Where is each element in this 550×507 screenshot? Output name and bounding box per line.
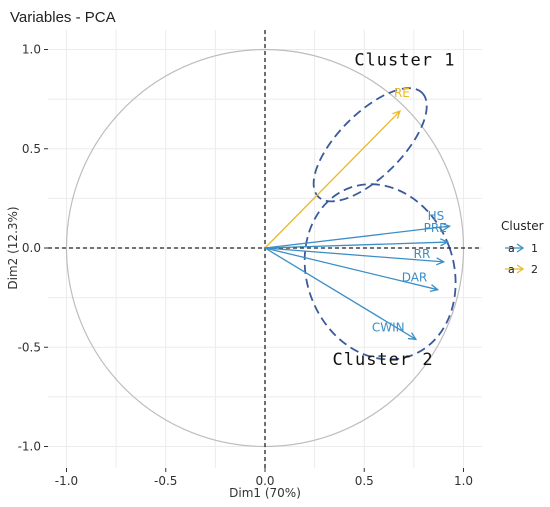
arrowhead-cwin bbox=[407, 332, 418, 341]
arrow-dar bbox=[264, 247, 438, 291]
y-axis-ticks: -1.0 -0.5 0.0 0.5 1.0 bbox=[18, 43, 48, 454]
label-cwin: CWIN bbox=[372, 320, 405, 334]
cluster-annotation-1: Cluster 1 bbox=[354, 50, 455, 70]
x-axis-label: Dim1 (70%) bbox=[229, 486, 301, 500]
legend-key-glyph: a bbox=[508, 263, 515, 276]
x-axis-ticks: -1.0 -0.5 0.0 0.5 1.0 bbox=[55, 468, 473, 488]
arrowhead-re bbox=[392, 109, 402, 119]
legend-title: Cluster bbox=[501, 219, 544, 233]
x-tick-label: -0.5 bbox=[154, 474, 177, 488]
chart-title: Variables - PCA bbox=[10, 9, 116, 26]
label-re: RE bbox=[394, 86, 410, 100]
label-dar: DAR bbox=[402, 271, 428, 285]
y-tick-label: 0.5 bbox=[22, 142, 41, 156]
cluster-annotation-2: Cluster 2 bbox=[332, 350, 433, 370]
arrowhead-rr bbox=[435, 257, 446, 266]
legend-label: 1 bbox=[531, 242, 538, 255]
variable-arrows bbox=[264, 109, 452, 341]
cluster-ellipse-2 bbox=[303, 183, 457, 361]
legend-key-arrowhead bbox=[516, 264, 525, 274]
y-axis-label: Dim2 (12.3%) bbox=[6, 206, 20, 289]
x-tick-label: 0.5 bbox=[355, 474, 374, 488]
label-pre: PRE bbox=[424, 221, 447, 235]
arrowhead-hs bbox=[441, 222, 452, 232]
arrowhead-dar bbox=[429, 284, 440, 293]
arrow-re bbox=[264, 110, 401, 249]
y-tick-label: -1.0 bbox=[18, 440, 41, 454]
arrow-hs bbox=[264, 225, 450, 249]
legend-key-glyph: a bbox=[508, 242, 515, 255]
arrowhead-pre bbox=[440, 238, 450, 247]
x-tick-label: -1.0 bbox=[55, 474, 78, 488]
arrow-rr bbox=[264, 247, 444, 263]
cluster-annotations: Cluster 1 Cluster 2 bbox=[332, 50, 455, 370]
cluster-ellipses bbox=[303, 87, 457, 361]
label-rr: RR bbox=[414, 247, 431, 261]
x-tick-label: 0.0 bbox=[255, 474, 274, 488]
x-tick-label: 1.0 bbox=[454, 474, 473, 488]
arrow-cwin bbox=[264, 247, 417, 340]
cluster-ellipse-1 bbox=[312, 87, 428, 203]
label-hs: HS bbox=[428, 209, 445, 223]
legend-key-arrowhead bbox=[516, 243, 525, 253]
y-tick-label: 0.0 bbox=[22, 241, 41, 255]
y-tick-label: 1.0 bbox=[22, 43, 41, 57]
legend-label: 2 bbox=[531, 263, 538, 276]
arrow-pre bbox=[264, 241, 448, 249]
y-tick-label: -0.5 bbox=[18, 340, 41, 354]
